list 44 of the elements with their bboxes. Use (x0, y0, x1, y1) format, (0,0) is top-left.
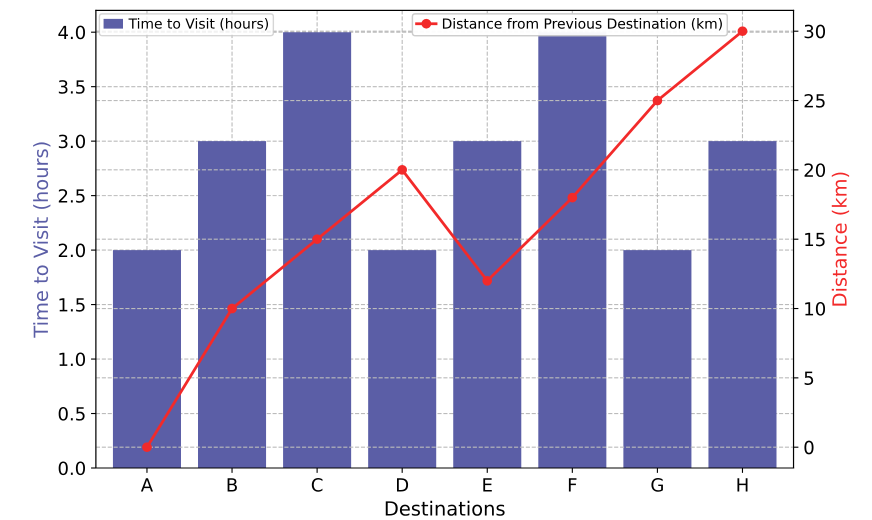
x-tick-label: B (228, 478, 237, 492)
x-tick-label: E (483, 478, 492, 492)
legend-label: Distance from Previous Destination (km) (442, 18, 722, 30)
point (142, 442, 152, 452)
x-axis-title: Destinations (386, 500, 505, 516)
bar (708, 141, 777, 468)
point (227, 304, 237, 314)
x-tick-label: G (651, 478, 663, 492)
y2-tick-label: 20 (804, 163, 826, 177)
y-tick-label: 0.5 (58, 406, 85, 421)
y2-tick-label: 5 (804, 372, 814, 385)
y-tick-label: 3.0 (58, 134, 85, 148)
point (652, 96, 662, 106)
point (482, 276, 492, 286)
bar (112, 250, 181, 468)
y-tick-label: 1.0 (59, 352, 85, 366)
y2-tick-label: 30 (804, 24, 826, 38)
x-tick-label: D (397, 478, 408, 492)
bar (623, 250, 692, 468)
y2-tick-label: 15 (805, 232, 825, 246)
y2-tick-label: 10 (805, 302, 826, 316)
x-tick-label: H (737, 478, 748, 492)
bar (453, 141, 522, 468)
x-tick-label: C (312, 478, 322, 492)
bar (198, 141, 266, 468)
x-tick-label: A (140, 478, 153, 492)
point (312, 234, 322, 244)
bar (368, 250, 436, 468)
bar (283, 32, 352, 468)
y-tick-label: 2.5 (58, 189, 85, 203)
legend-label: Time to Visit (hours) (128, 18, 268, 30)
point (738, 26, 748, 36)
y2-tick-label: 0 (804, 440, 814, 454)
y2-axis-title: Distance (km) (832, 172, 850, 306)
y-axis-title: Time to Visit (hours) (33, 142, 50, 338)
y-tick-label: 1.5 (59, 298, 85, 312)
y-tick-label: 0.0 (58, 461, 85, 476)
y-tick-label: 4.0 (58, 26, 85, 40)
point (567, 192, 578, 202)
y-tick-label: 2.0 (58, 244, 85, 258)
y2-tick-label: 25 (804, 94, 825, 108)
x-tick-label: F (568, 478, 576, 492)
y-tick-label: 3.5 (58, 80, 85, 94)
point (397, 165, 408, 175)
